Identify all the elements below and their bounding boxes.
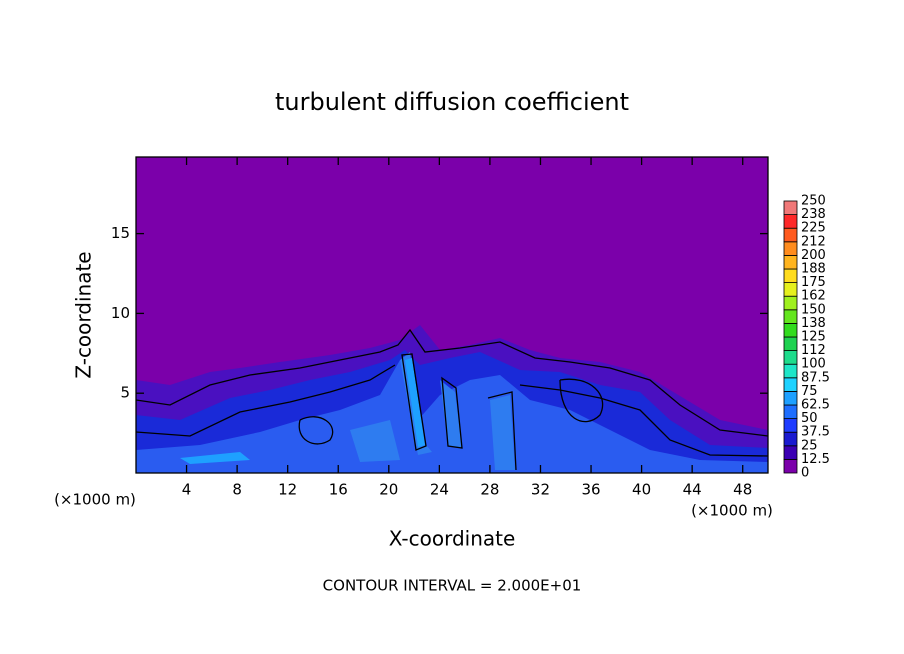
y-tick-label: 5 xyxy=(120,384,130,402)
x-tick-label: 40 xyxy=(632,481,651,499)
x-axis-label: X-coordinate xyxy=(389,527,516,551)
y-tick-label: 10 xyxy=(111,304,130,322)
colorbar-label: 225 xyxy=(801,221,826,236)
colorbar-label: 112 xyxy=(801,343,826,358)
colorbar-segment xyxy=(783,254,798,270)
annotation: CONTOUR INTERVAL = 2.000E+01 xyxy=(323,577,582,595)
colorbar-label: 188 xyxy=(801,262,826,277)
colorbar-segment xyxy=(783,336,798,352)
colorbar-segment xyxy=(783,350,798,365)
colorbar-segment xyxy=(783,377,798,392)
colorbar-segment xyxy=(783,322,798,338)
colorbar-segment xyxy=(783,390,798,406)
colorbar-segment xyxy=(783,200,798,216)
x-tick-label: 48 xyxy=(733,481,752,499)
y-tick-label: 15 xyxy=(111,224,130,242)
colorbar-label: 100 xyxy=(801,357,826,372)
colorbar-label: 138 xyxy=(801,316,826,331)
colorbar-label: 125 xyxy=(801,330,826,345)
colorbar-label: 212 xyxy=(801,234,826,249)
colorbar-label: 0 xyxy=(801,466,809,481)
contour-field xyxy=(136,157,768,473)
colorbar-label: 238 xyxy=(801,207,826,222)
x-tick-label: 36 xyxy=(581,481,600,499)
colorbar-segment xyxy=(783,268,798,284)
colorbar-label: 162 xyxy=(801,289,826,304)
colorbar-segment xyxy=(783,295,798,311)
y-unit-label: (×1000 m) xyxy=(54,491,136,509)
colorbar-segment xyxy=(783,445,798,460)
chart-title: turbulent diffusion coefficient xyxy=(275,88,629,116)
colorbar-segment xyxy=(783,227,798,243)
x-tick-label: 44 xyxy=(683,481,702,499)
colorbar-segment xyxy=(783,431,798,447)
colorbar-label: 37.5 xyxy=(801,425,830,440)
x-tick-label: 4 xyxy=(182,481,192,499)
colorbar-segment xyxy=(783,363,798,379)
colorbar-segment xyxy=(783,404,798,420)
colorbar-label: 12.5 xyxy=(801,452,830,467)
x-tick-label: 28 xyxy=(480,481,499,499)
colorbar-label: 62.5 xyxy=(801,398,830,413)
colorbar-label: 75 xyxy=(801,384,818,399)
x-tick-label: 12 xyxy=(278,481,297,499)
colorbar-segment xyxy=(783,309,798,324)
colorbar-segment xyxy=(783,418,798,433)
colorbar-label: 50 xyxy=(801,411,818,426)
x-tick-label: 24 xyxy=(430,481,449,499)
colorbar-label: 87.5 xyxy=(801,370,830,385)
x-tick-label: 16 xyxy=(329,481,348,499)
colorbar-label: 250 xyxy=(801,194,826,209)
colorbar-label: 25 xyxy=(801,438,818,453)
colorbar-label: 150 xyxy=(801,302,826,317)
x-tick-label: 8 xyxy=(232,481,242,499)
colorbar-segment xyxy=(783,241,798,256)
x-unit-label: (×1000 m) xyxy=(691,502,773,520)
x-tick-label: 20 xyxy=(379,481,398,499)
x-tick-label: 32 xyxy=(531,481,550,499)
y-axis-label: Z-coordinate xyxy=(72,251,96,378)
colorbar-segment xyxy=(783,458,798,474)
colorbar-label: 175 xyxy=(801,275,826,290)
colorbar-label: 200 xyxy=(801,248,826,263)
colorbar-segment xyxy=(783,282,798,297)
colorbar-segment xyxy=(783,214,798,229)
plot-frame xyxy=(135,156,769,474)
